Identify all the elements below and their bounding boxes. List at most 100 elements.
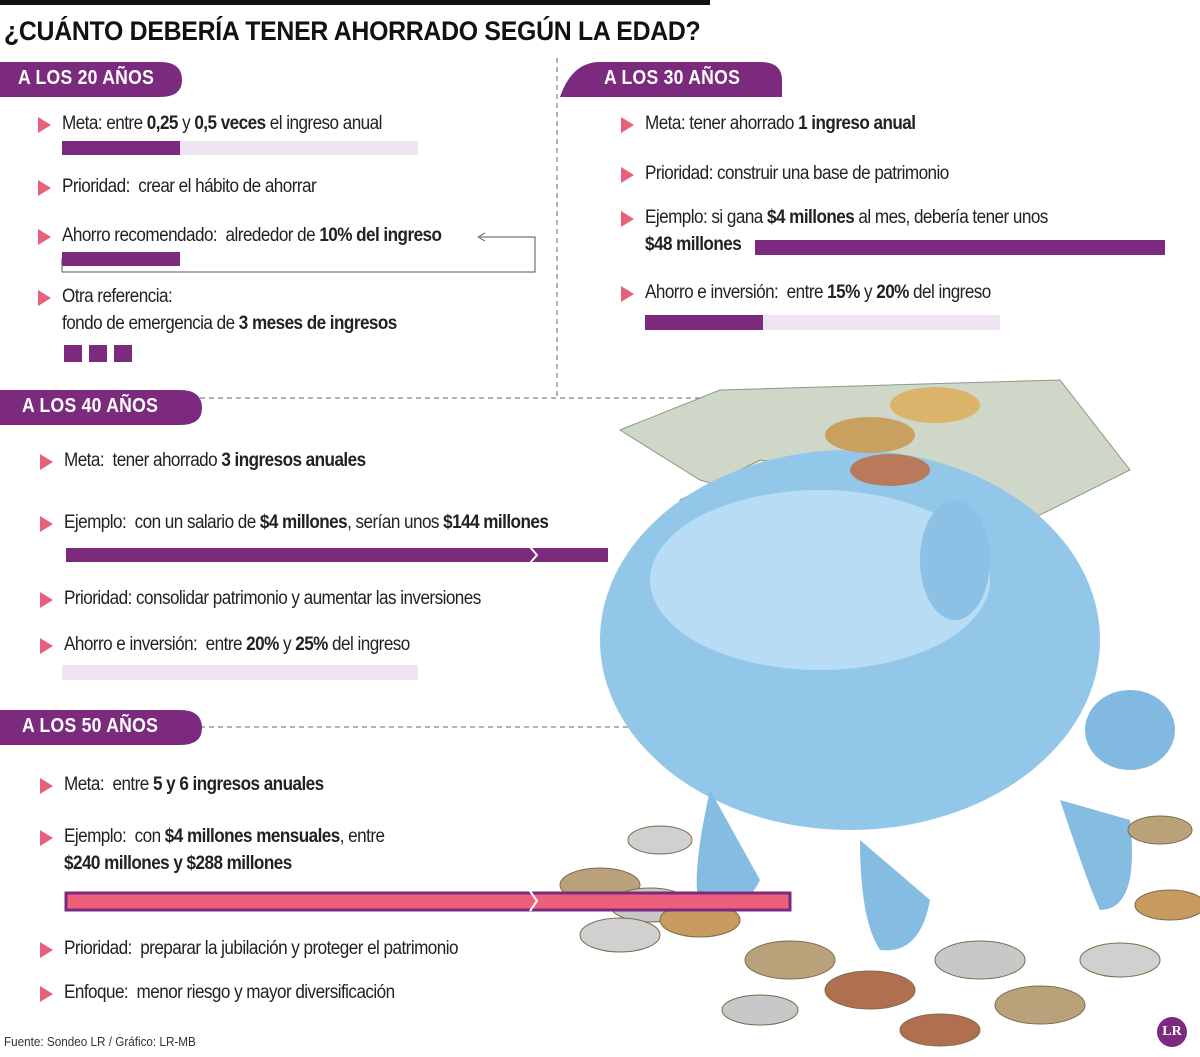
text-run: $240 millones y $288 millones	[64, 853, 292, 874]
item-line: Meta: tener ahorrado 1 ingreso anual	[645, 113, 916, 135]
text-run: 3 meses de ingresos	[238, 313, 398, 334]
item-line: $240 millones y $288 millones	[64, 853, 292, 875]
text-run: Meta: entre	[64, 774, 153, 795]
text-run: y	[177, 113, 195, 134]
text-run: Prioridad: consolidar patrimonio y aumen…	[64, 588, 481, 609]
text-run: Meta: tener ahorrado	[645, 113, 799, 134]
bullet	[40, 516, 53, 532]
item-line: Otra referencia:	[62, 286, 173, 308]
text-run: Meta: tener ahorrado	[64, 450, 222, 471]
item-line: Prioridad: consolidar patrimonio y aumen…	[64, 588, 481, 610]
text-run: Ahorro e inversión: entre	[645, 282, 828, 303]
bullet	[38, 229, 51, 245]
top-rule	[0, 0, 710, 5]
text-run: 1 ingreso anual	[798, 113, 916, 134]
item-line: Prioridad: preparar la jubilación y prot…	[64, 938, 459, 960]
bullet	[621, 167, 634, 183]
text-run: 20%	[876, 282, 909, 303]
text-run: $48 millones	[645, 234, 742, 255]
item-line: fondo de emergencia de 3 meses de ingres…	[62, 313, 397, 335]
text-run: el ingreso anual	[265, 113, 383, 134]
item-line: Ahorro e inversión: entre 20% y 25% del …	[64, 634, 410, 656]
bar-track	[180, 141, 418, 155]
text-run: y	[278, 634, 296, 655]
bar	[64, 891, 792, 912]
text-run: Ahorro recomendado: alrededor de	[62, 225, 320, 246]
item-line: Enfoque: menor riesgo y mayor diversific…	[64, 982, 395, 1004]
text-run: Ahorro e inversión: entre	[64, 634, 247, 655]
text-run: $4 millones mensuales	[164, 826, 340, 847]
item-line: Meta: entre 0,25 y 0,5 veces el ingreso …	[62, 113, 382, 135]
bullet	[40, 830, 53, 846]
text-run: $144 millones	[443, 512, 549, 533]
bar	[62, 252, 180, 266]
text-run: Ejemplo: con un salario de	[64, 512, 260, 533]
bar	[645, 315, 763, 330]
item-line: Ejemplo: si gana $4 millones al mes, deb…	[645, 207, 1048, 229]
text-run: 0,5 veces	[194, 113, 266, 134]
bullet	[621, 211, 634, 227]
text-run: y	[859, 282, 877, 303]
bullet	[40, 986, 53, 1002]
bar	[755, 240, 1165, 255]
bullet	[621, 286, 634, 302]
source: Fuente: Sondeo LR / Gráfico: LR-MB	[4, 1034, 196, 1049]
bullet	[38, 290, 51, 306]
text-run: , serían unos	[347, 512, 444, 533]
logo: LR	[1157, 1017, 1187, 1047]
section-title: A LOS 20 AÑOS	[18, 67, 155, 89]
break-mark	[529, 546, 539, 564]
bullet	[38, 117, 51, 133]
text-run: 5 y 6 ingresos anuales	[152, 774, 324, 795]
square	[89, 345, 107, 362]
text-run: Ejemplo: si gana	[645, 207, 768, 228]
square	[114, 345, 132, 362]
item-line: Ahorro e inversión: entre 15% y 20% del …	[645, 282, 991, 304]
piggy-bank-illustration	[559, 379, 1200, 1047]
bar	[62, 141, 180, 155]
item-line: $48 millones	[645, 234, 742, 256]
item-line: Meta: tener ahorrado 3 ingresos anuales	[64, 450, 366, 472]
item-line: Ejemplo: con un salario de $4 millones, …	[64, 512, 549, 534]
text-run: Otra referencia:	[62, 286, 173, 307]
text-run: Enfoque: menor riesgo y mayor diversific…	[64, 982, 395, 1003]
text-run: $4 millones	[259, 512, 348, 533]
section-title: A LOS 50 AÑOS	[22, 715, 159, 737]
item-line: Ejemplo: con $4 millones mensuales, entr…	[64, 826, 385, 848]
bullet	[38, 180, 51, 196]
text-run: 10% del ingreso	[319, 225, 442, 246]
text-run: Ejemplo: con	[64, 826, 165, 847]
text-run: 3 ingresos anuales	[221, 450, 366, 471]
text-run: Prioridad: preparar la jubilación y prot…	[64, 938, 459, 959]
bullet	[621, 117, 634, 133]
text-run: 20%	[246, 634, 279, 655]
break-mark	[529, 890, 539, 912]
dividers	[200, 58, 700, 728]
bar	[66, 548, 608, 562]
text-run: Prioridad: construir una base de patrimo…	[645, 163, 949, 184]
item-line: Prioridad: crear el hábito de ahorrar	[62, 176, 317, 198]
square	[64, 345, 82, 362]
item-line: Prioridad: construir una base de patrimo…	[645, 163, 949, 185]
bullet	[40, 638, 53, 654]
bullet	[40, 454, 53, 470]
bar-track	[62, 665, 418, 680]
text-run: fondo de emergencia de	[62, 313, 239, 334]
section-title: A LOS 40 AÑOS	[22, 395, 159, 417]
text-run: del ingreso	[908, 282, 991, 303]
section-tabs	[0, 62, 782, 745]
text-run: 15%	[827, 282, 860, 303]
bullet	[40, 778, 53, 794]
text-run: 25%	[295, 634, 328, 655]
text-run: , entre	[339, 826, 385, 847]
text-run: 0,25	[146, 113, 179, 134]
section-title: A LOS 30 AÑOS	[604, 67, 741, 89]
item-line: Meta: entre 5 y 6 ingresos anuales	[64, 774, 324, 796]
item-line: Ahorro recomendado: alrededor de 10% del…	[62, 225, 442, 247]
connector-arrow	[477, 232, 486, 242]
bullet	[40, 592, 53, 608]
bullet	[40, 942, 53, 958]
text-run: del ingreso	[327, 634, 410, 655]
